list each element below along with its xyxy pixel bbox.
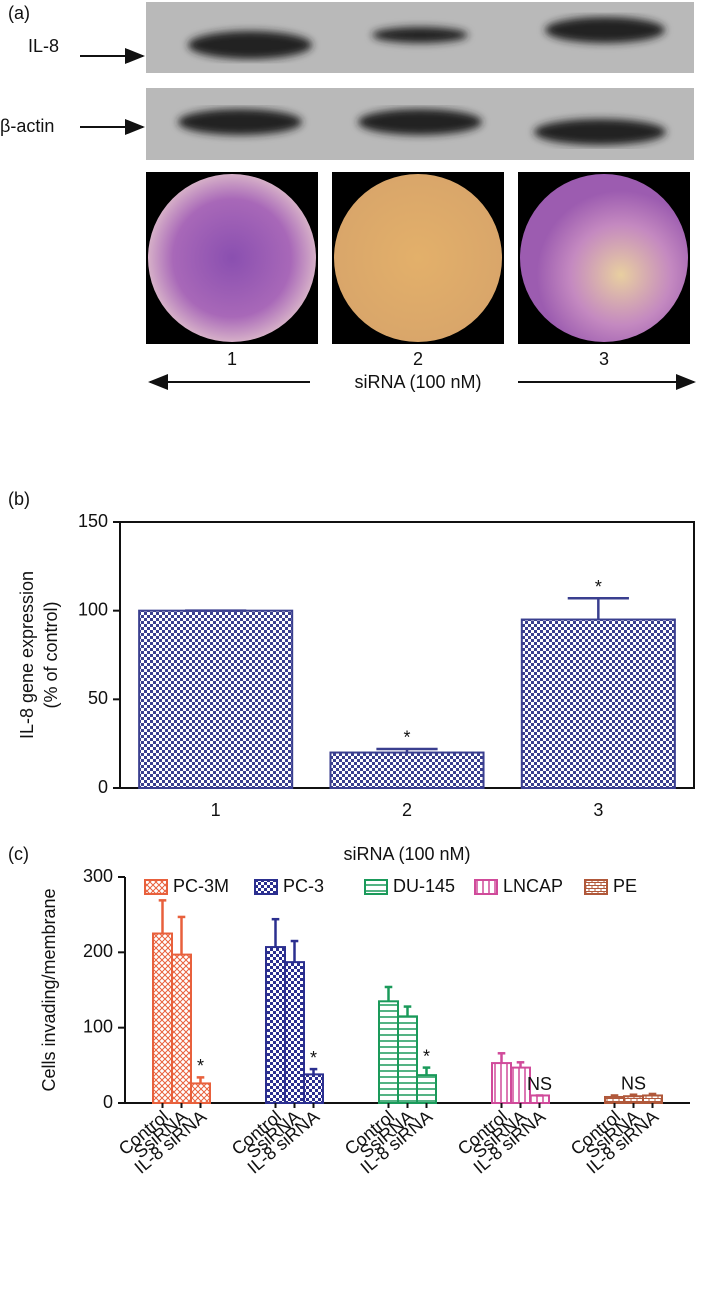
well: [520, 174, 688, 342]
bar: [604, 1095, 625, 1105]
legend-swatch: [144, 879, 168, 895]
legend-swatch: [584, 879, 608, 895]
error-bar: [610, 1094, 619, 1097]
y-tick-label: 100: [78, 599, 108, 619]
well: [148, 174, 316, 342]
well: [334, 174, 502, 342]
annotation: NS: [527, 1074, 552, 1094]
y-tick-label: 100: [83, 1016, 113, 1036]
y-tick-label: 150: [78, 511, 108, 531]
lane-label: 3: [599, 349, 609, 369]
legend-swatch: [254, 879, 278, 895]
y-tick-label: 300: [83, 866, 113, 886]
lane-label: 1: [227, 349, 237, 369]
error-bar: [196, 1076, 205, 1084]
legend-label: PC-3M: [173, 876, 229, 896]
bar: [491, 1062, 512, 1105]
panel-label: (b): [8, 489, 30, 509]
error-bar: [290, 939, 299, 963]
y-tick-label: 200: [83, 941, 113, 961]
legend-label: PE: [613, 876, 637, 896]
annotation: NS: [621, 1073, 646, 1093]
bar: [623, 1095, 644, 1104]
error-bar: [403, 1005, 412, 1017]
x-axis-label: siRNA (100 nM): [343, 844, 470, 864]
y-tick-label: 50: [88, 688, 108, 708]
y-axis-label: (% of control): [41, 601, 61, 708]
error-bar: [376, 747, 438, 753]
annotation: *: [310, 1048, 317, 1068]
error-bar: [567, 597, 629, 620]
error-bar: [422, 1066, 431, 1076]
error-bar: [158, 899, 167, 934]
panel-label: (a): [8, 3, 30, 23]
bar: [520, 618, 676, 789]
error-bar: [629, 1093, 638, 1097]
legend-label: DU-145: [393, 876, 455, 896]
error-bar: [384, 985, 393, 1002]
bar: [265, 946, 286, 1104]
x-tick-label: 2: [402, 800, 412, 820]
y-tick-label: 0: [103, 1092, 113, 1112]
legend-swatch: [364, 879, 388, 895]
y-axis-label: Cells invading/membrane: [39, 888, 59, 1091]
error-bar: [271, 917, 280, 948]
legend-label: LNCAP: [503, 876, 563, 896]
bar: [190, 1082, 211, 1104]
bar: [329, 751, 485, 789]
bar: [378, 1000, 399, 1104]
annotation: *: [403, 728, 410, 748]
bar: [171, 953, 192, 1104]
panel-a: (a) IL-8 β-actin 1 2 3 siRNA (100 nM): [0, 2, 696, 392]
bar: [397, 1015, 418, 1104]
blot-label: β-actin: [0, 116, 54, 136]
error-bar: [309, 1067, 318, 1075]
bar: [642, 1094, 663, 1105]
lane-label: 2: [413, 349, 423, 369]
legend-swatch: [474, 879, 498, 895]
blot-bands: [188, 17, 665, 59]
y-tick-label: 0: [98, 777, 108, 797]
bar: [138, 609, 294, 790]
bar: [152, 932, 173, 1104]
bar: [284, 961, 305, 1104]
panel-label: (c): [8, 844, 29, 864]
legend-label: PC-3: [283, 876, 324, 896]
error-bar: [497, 1052, 506, 1064]
blot-bands: [178, 109, 666, 145]
annotation: *: [197, 1056, 204, 1076]
bar: [303, 1073, 324, 1104]
blot-label: IL-8: [28, 36, 59, 56]
error-bar: [177, 915, 186, 955]
error-bar: [516, 1061, 525, 1068]
x-tick-label: 1: [211, 800, 221, 820]
annotation: *: [595, 577, 602, 597]
error-bar: [648, 1092, 657, 1096]
bar: [416, 1074, 437, 1105]
x-tick-label: 3: [593, 800, 603, 820]
y-axis-label: IL-8 gene expression: [17, 571, 37, 739]
x-axis-label: siRNA (100 nM): [354, 372, 481, 392]
annotation: *: [423, 1046, 430, 1066]
